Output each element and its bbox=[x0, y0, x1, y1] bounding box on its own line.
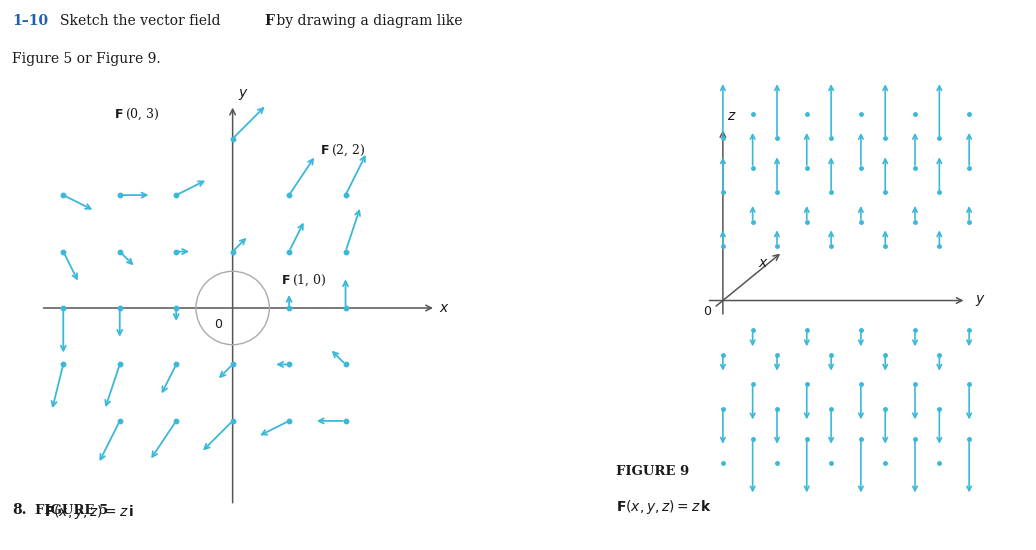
Text: FIGURE 5: FIGURE 5 bbox=[35, 504, 109, 517]
Text: 1–10: 1–10 bbox=[12, 14, 49, 28]
Text: $y$: $y$ bbox=[976, 293, 986, 308]
Text: $\mathbf{F}$ (0, 3): $\mathbf{F}$ (0, 3) bbox=[114, 106, 160, 122]
Text: $\mathbf{F}$ (2, 2): $\mathbf{F}$ (2, 2) bbox=[320, 143, 366, 158]
Text: $\mathbf{F}$$(x, y, z) = z\,\mathbf{i}$: $\mathbf{F}$$(x, y, z) = z\,\mathbf{i}$ bbox=[44, 503, 134, 521]
Text: $y$: $y$ bbox=[238, 87, 249, 102]
Text: F: F bbox=[264, 14, 275, 28]
Text: $\mathbf{F}$$(x, y, z) = z\,\mathbf{k}$: $\mathbf{F}$$(x, y, z) = z\,\mathbf{k}$ bbox=[616, 498, 713, 516]
Text: $z$: $z$ bbox=[727, 109, 737, 123]
Text: $x$: $x$ bbox=[758, 256, 769, 270]
Text: Figure 5 or Figure 9.: Figure 5 or Figure 9. bbox=[12, 52, 161, 66]
Text: Sketch the vector field: Sketch the vector field bbox=[60, 14, 225, 28]
Text: $x$: $x$ bbox=[438, 301, 450, 315]
Text: $\mathbf{F}$ (1, 0): $\mathbf{F}$ (1, 0) bbox=[281, 273, 326, 288]
Text: 0: 0 bbox=[703, 305, 712, 318]
Text: by drawing a diagram like: by drawing a diagram like bbox=[272, 14, 463, 28]
Text: 0: 0 bbox=[214, 318, 223, 331]
Text: 8.: 8. bbox=[12, 503, 27, 517]
Text: FIGURE 9: FIGURE 9 bbox=[616, 465, 690, 478]
